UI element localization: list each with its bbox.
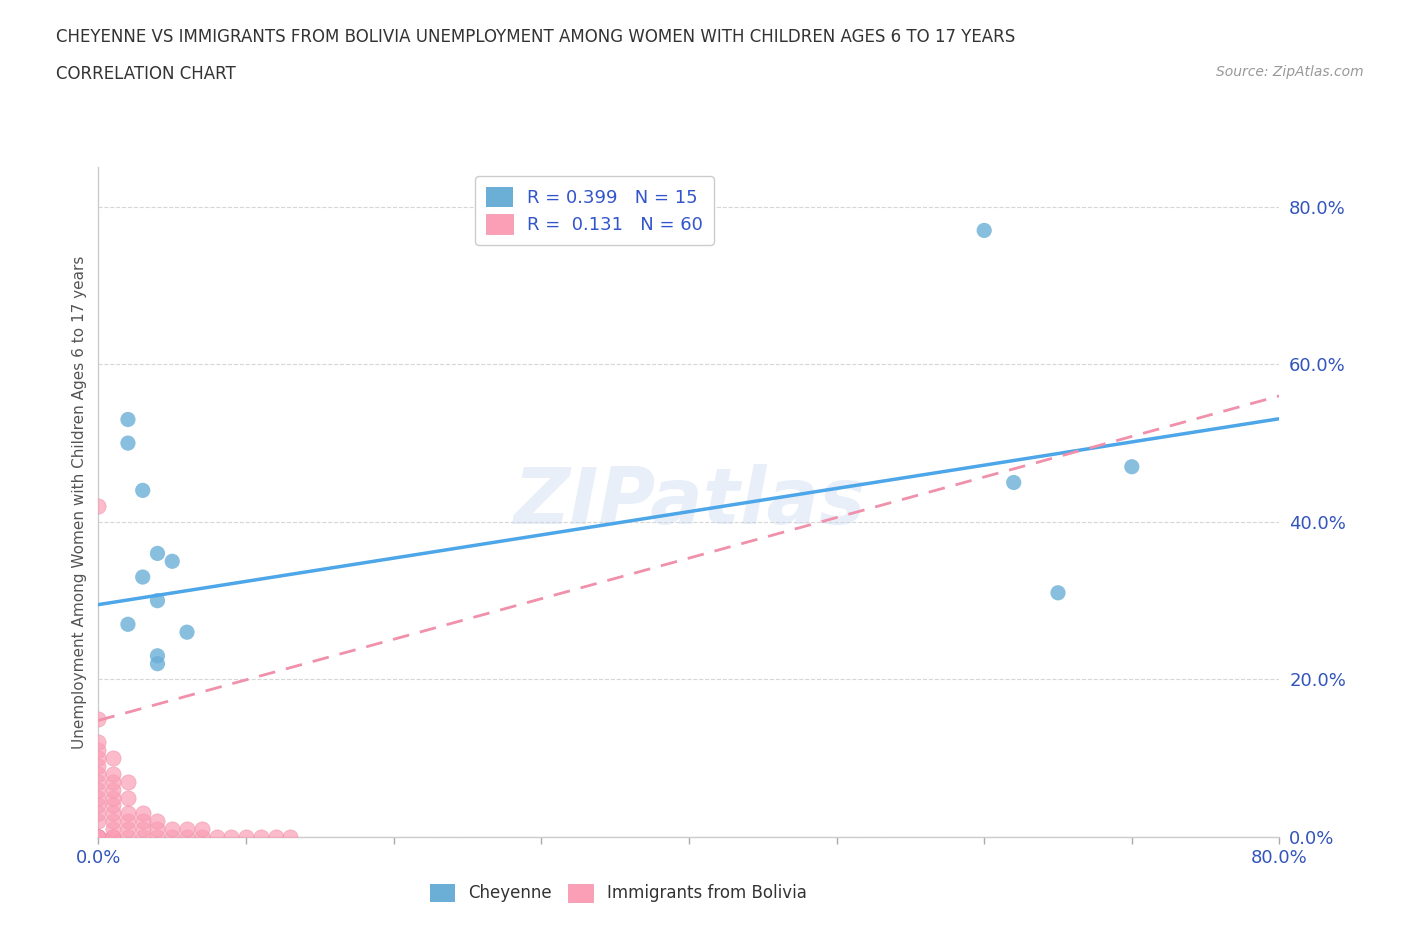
Point xyxy=(132,814,155,829)
Point xyxy=(117,617,139,631)
Text: CHEYENNE VS IMMIGRANTS FROM BOLIVIA UNEMPLOYMENT AMONG WOMEN WITH CHILDREN AGES : CHEYENNE VS IMMIGRANTS FROM BOLIVIA UNEM… xyxy=(56,28,1015,46)
Point xyxy=(146,822,169,837)
Point xyxy=(103,782,125,797)
Point xyxy=(132,569,155,584)
Point xyxy=(117,435,139,450)
Point xyxy=(87,830,110,844)
Point xyxy=(176,625,198,640)
Point xyxy=(87,830,110,844)
Point xyxy=(146,657,169,671)
Point xyxy=(87,830,110,844)
Point xyxy=(103,806,125,821)
Point xyxy=(103,775,125,790)
Point xyxy=(132,830,155,844)
Point xyxy=(162,554,183,569)
Point xyxy=(87,766,110,781)
Point xyxy=(191,830,214,844)
Point xyxy=(87,790,110,805)
Point xyxy=(176,830,198,844)
Point xyxy=(132,822,155,837)
Point xyxy=(87,806,110,821)
Point xyxy=(146,546,169,561)
Point xyxy=(87,782,110,797)
Point xyxy=(87,759,110,774)
Point xyxy=(103,822,125,837)
Point xyxy=(973,223,995,238)
Point xyxy=(219,830,242,844)
Point xyxy=(87,498,110,513)
Point xyxy=(103,830,125,844)
Point xyxy=(87,830,110,844)
Point xyxy=(205,830,228,844)
Point xyxy=(87,775,110,790)
Point xyxy=(87,743,110,758)
Point xyxy=(117,412,139,427)
Point xyxy=(1046,585,1069,600)
Point xyxy=(87,711,110,726)
Point xyxy=(87,830,110,844)
Point xyxy=(117,814,139,829)
Point xyxy=(87,751,110,765)
Point xyxy=(87,798,110,813)
Point xyxy=(103,830,125,844)
Point xyxy=(103,814,125,829)
Point xyxy=(117,775,139,790)
Point xyxy=(117,790,139,805)
Point xyxy=(1121,459,1143,474)
Text: Source: ZipAtlas.com: Source: ZipAtlas.com xyxy=(1216,65,1364,79)
Point xyxy=(132,806,155,821)
Point xyxy=(146,814,169,829)
Point xyxy=(162,830,183,844)
Text: CORRELATION CHART: CORRELATION CHART xyxy=(56,65,236,83)
Point xyxy=(117,822,139,837)
Point xyxy=(146,593,169,608)
Point xyxy=(264,830,287,844)
Point xyxy=(87,735,110,750)
Point xyxy=(87,830,110,844)
Point xyxy=(176,822,198,837)
Point xyxy=(146,830,169,844)
Point xyxy=(87,814,110,829)
Point xyxy=(103,830,125,844)
Point xyxy=(103,790,125,805)
Point xyxy=(87,830,110,844)
Point xyxy=(103,798,125,813)
Point xyxy=(87,830,110,844)
Text: ZIPatlas: ZIPatlas xyxy=(513,464,865,540)
Point xyxy=(278,830,302,844)
Point xyxy=(117,830,139,844)
Point xyxy=(162,822,183,837)
Point xyxy=(103,751,125,765)
Point xyxy=(87,830,110,844)
Point xyxy=(191,822,214,837)
Y-axis label: Unemployment Among Women with Children Ages 6 to 17 years: Unemployment Among Women with Children A… xyxy=(72,256,87,749)
Point xyxy=(132,483,155,498)
Legend: Cheyenne, Immigrants from Bolivia: Cheyenne, Immigrants from Bolivia xyxy=(423,877,813,909)
Point xyxy=(87,830,110,844)
Point xyxy=(250,830,273,844)
Point xyxy=(117,806,139,821)
Point xyxy=(235,830,257,844)
Point xyxy=(1002,475,1025,490)
Point xyxy=(146,648,169,663)
Point xyxy=(103,766,125,781)
